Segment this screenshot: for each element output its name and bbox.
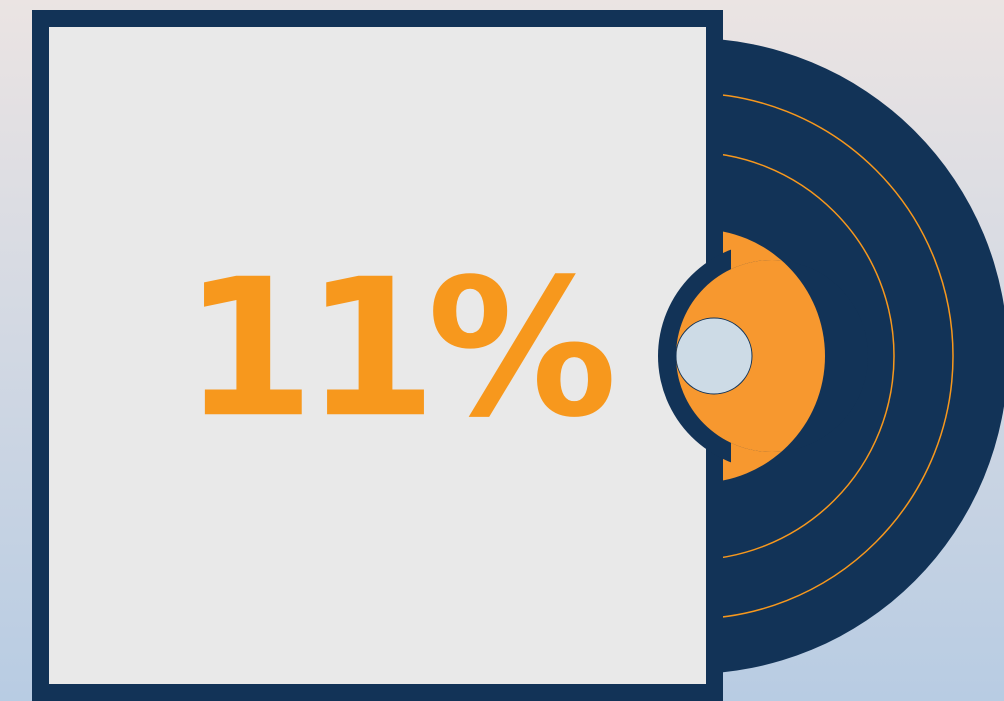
- record-sleeve: [32, 10, 723, 701]
- percentage: 11%: [183, 238, 612, 459]
